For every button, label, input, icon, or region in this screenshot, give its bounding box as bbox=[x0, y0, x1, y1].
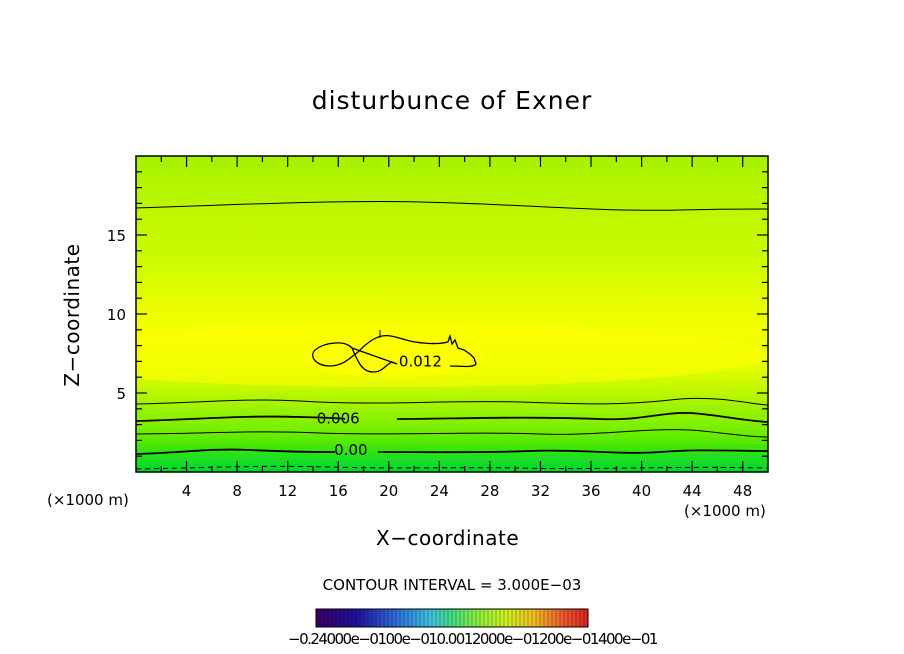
field-core-peak bbox=[305, 337, 485, 377]
x-tick-label: 40 bbox=[632, 482, 651, 500]
x-tick-label: 32 bbox=[531, 482, 550, 500]
x-tick-label: 44 bbox=[683, 482, 702, 500]
contour-line-top bbox=[136, 201, 768, 211]
y-tick-label: 15 bbox=[107, 227, 126, 245]
y-tick-label: 10 bbox=[107, 306, 126, 324]
contour-label: 0.00 bbox=[334, 441, 367, 459]
contour-line-negative bbox=[136, 465, 768, 470]
y-tick-label: 5 bbox=[116, 385, 126, 403]
x-tick-label: 20 bbox=[379, 482, 398, 500]
contour-label: 0.012 bbox=[399, 352, 442, 370]
field-layer bbox=[136, 156, 768, 472]
axis-ticks bbox=[136, 156, 768, 472]
field-background bbox=[136, 156, 768, 472]
x-tick-label: 16 bbox=[329, 482, 348, 500]
contour-label: 0.006 bbox=[317, 409, 360, 427]
contour-line-012 bbox=[312, 333, 477, 373]
x-axis-label: X−coordinate bbox=[376, 526, 520, 550]
x-tick-label: 8 bbox=[232, 482, 242, 500]
chart-title: disturbunce of Exner bbox=[311, 86, 593, 115]
x-tick-label: 28 bbox=[480, 482, 499, 500]
colorbar-labels: −0.24000e−0100e−010.0012000e−01200e−0140… bbox=[288, 630, 658, 648]
y-axis-label: Z−coordinate bbox=[60, 243, 84, 387]
contour-labels: 0.012 0.006 0.00 bbox=[317, 352, 442, 458]
colorbar-ticks bbox=[319, 609, 585, 627]
contour-line-upper-mid bbox=[136, 397, 768, 406]
x-tick-label: 24 bbox=[430, 482, 449, 500]
x-tick-label: 12 bbox=[278, 482, 297, 500]
x-tick-label: 48 bbox=[733, 482, 752, 500]
x-axis-unit-right: (×1000 m) bbox=[684, 502, 766, 520]
contour-interval-text: CONTOUR INTERVAL = 3.000E−03 bbox=[322, 576, 582, 594]
x-tick-label: 36 bbox=[581, 482, 600, 500]
contour-line-low-mid bbox=[136, 429, 768, 438]
x-tick-label: 4 bbox=[182, 482, 192, 500]
x-axis-unit-left: (×1000 m) bbox=[47, 491, 129, 509]
contour-line-006 bbox=[136, 412, 768, 423]
contour-line-000 bbox=[136, 448, 768, 455]
